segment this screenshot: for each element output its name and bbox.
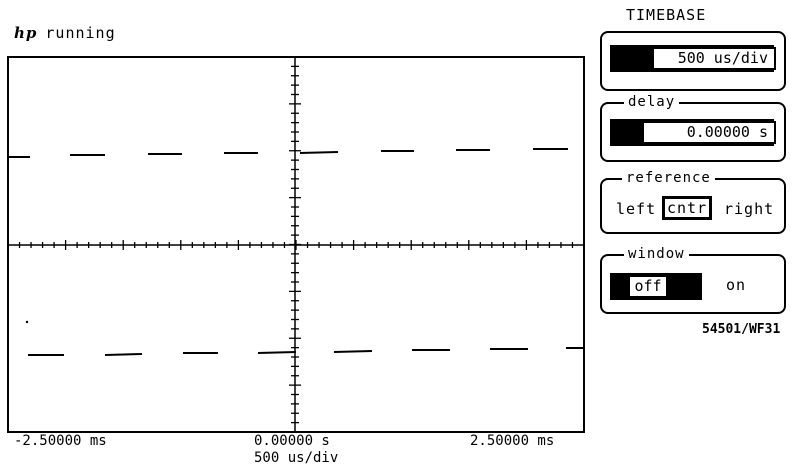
- noise-dot: [25, 320, 29, 324]
- status-line: hp running: [14, 24, 116, 42]
- graticule-ticks: [18, 65, 574, 424]
- window-option-on[interactable]: on: [726, 276, 747, 294]
- x-axis-scale-label: 500 us/div: [254, 450, 339, 466]
- trace-upper: [8, 148, 568, 158]
- reference-label: reference: [622, 169, 715, 187]
- reference-option-left[interactable]: left: [616, 200, 657, 218]
- delay-control[interactable]: delay 0.00000 s: [600, 93, 786, 162]
- delay-field[interactable]: 0.00000 s: [642, 121, 776, 144]
- waveform-display[interactable]: [0, 0, 600, 475]
- timebase-field[interactable]: 500 us/div: [652, 47, 776, 70]
- reference-control[interactable]: reference left cntr right: [600, 169, 786, 234]
- x-axis-left-label: -2.50000 ms: [14, 433, 107, 449]
- timebase-control[interactable]: 500 us/div: [600, 31, 786, 91]
- hp-logo: hp: [14, 24, 38, 42]
- reference-option-right[interactable]: right: [724, 200, 775, 218]
- window-label: window: [624, 245, 689, 263]
- model-id: 54501/WF31: [702, 322, 781, 337]
- window-control[interactable]: window off on: [600, 245, 786, 314]
- delay-label: delay: [624, 93, 680, 111]
- trace-lower: [28, 347, 584, 356]
- panel-title: TIMEBASE: [626, 6, 707, 24]
- window-option-off[interactable]: off: [628, 275, 668, 298]
- reference-option-center[interactable]: cntr: [662, 196, 713, 220]
- run-state: running: [45, 24, 116, 42]
- x-axis-center-label: 0.00000 s: [254, 433, 330, 449]
- x-axis-right-label: 2.50000 ms: [470, 433, 555, 449]
